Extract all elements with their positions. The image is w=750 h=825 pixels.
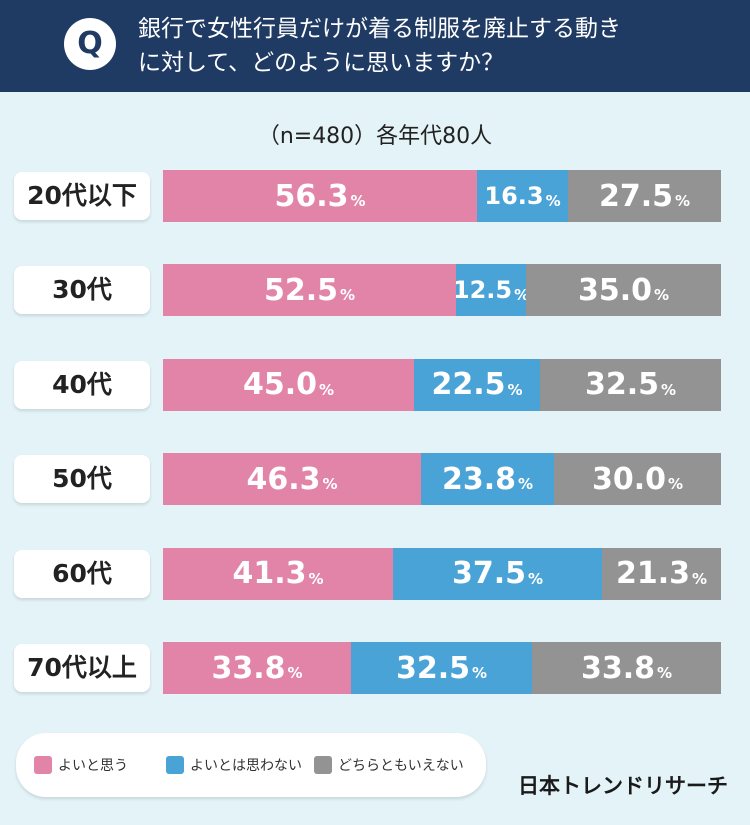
data-label: 33.8	[580, 650, 655, 686]
percent-sign: %	[287, 664, 303, 682]
brand-logo: 日本トレンドリサーチ	[518, 774, 728, 798]
percent-sign: %	[654, 286, 670, 305]
legend-swatch-neutral	[314, 756, 332, 774]
question-header: Q 銀行で女性行員だけが着る制服を廃止する動き に対して、どのように思いますか？	[0, 0, 750, 92]
percent-sign: %	[661, 380, 677, 399]
percent-sign: %	[319, 380, 335, 399]
data-label: 35.0	[577, 272, 652, 308]
bar-segment-neutral: 33.8%	[532, 642, 721, 694]
percent-sign: %	[528, 569, 544, 588]
legend-label-agree: よいと思う	[58, 758, 128, 774]
sample-size-note: （n=480）各年代80人	[257, 124, 493, 149]
bar-segment-agree: 46.3%	[163, 453, 421, 506]
bar-segment-disagree: 23.8%	[421, 453, 554, 506]
category-label: 60代	[14, 549, 150, 598]
question-text: 銀行で女性行員だけが着る制服を廃止する動き に対して、どのように思いますか？	[138, 12, 718, 80]
percent-sign: %	[518, 475, 534, 494]
legend-item-disagree: よいとは思わない	[166, 755, 302, 775]
bar-segment-agree: 52.5%	[163, 264, 456, 317]
chart-legend: よいと思う よいとは思わない どちらともいえない	[16, 733, 486, 797]
percent-sign: %	[657, 664, 673, 682]
category-label: 70代以上	[14, 644, 150, 692]
legend-item-agree: よいと思う	[34, 755, 128, 775]
bar-segment-disagree: 22.5%	[414, 358, 540, 411]
data-label: 22.5	[431, 367, 506, 403]
data-label: 52.5	[263, 272, 338, 308]
bar-segment-agree: 41.3%	[163, 547, 393, 600]
bar-segment-agree: 56.3%	[163, 170, 477, 222]
percent-sign: %	[472, 664, 488, 682]
bar-segment-neutral: 32.5%	[540, 358, 721, 411]
bar-segment-disagree: 32.5%	[351, 642, 532, 694]
data-label: 46.3	[246, 461, 321, 497]
percent-sign: %	[350, 192, 366, 210]
percent-sign: %	[675, 192, 691, 210]
bar-segment-neutral: 21.3%	[602, 547, 721, 600]
bar-segment-neutral: 27.5%	[568, 170, 721, 222]
legend-swatch-disagree	[166, 756, 184, 774]
legend-label-neutral: どちらともいえない	[338, 758, 464, 774]
bar-segment-neutral: 35.0%	[526, 264, 721, 317]
percent-sign: %	[514, 286, 526, 304]
data-label: 41.3	[232, 556, 307, 592]
percent-sign: %	[308, 569, 324, 588]
legend-swatch-agree	[34, 756, 52, 774]
bar-segment-disagree: 16.3%	[477, 170, 568, 222]
bar-segment-disagree: 37.5%	[393, 547, 602, 600]
percent-sign: %	[545, 192, 561, 210]
data-label: 37.5	[451, 556, 526, 592]
category-label: 40代	[14, 360, 150, 409]
percent-sign: %	[507, 380, 523, 399]
data-label: 12.5	[456, 276, 513, 305]
bar-segment-disagree: 12.5%	[456, 264, 526, 317]
question-badge: Q	[64, 18, 116, 70]
category-label: 50代	[14, 455, 150, 504]
bar-segment-agree: 33.8%	[163, 642, 351, 694]
percent-sign: %	[668, 475, 684, 494]
bar-segment-neutral: 30.0%	[554, 453, 721, 506]
data-label: 33.8	[211, 650, 286, 686]
legend-label-disagree: よいとは思わない	[190, 758, 302, 774]
data-label: 23.8	[441, 461, 516, 497]
category-label: 20代以下	[14, 172, 150, 220]
percent-sign: %	[322, 475, 338, 494]
legend-item-neutral: どちらともいえない	[314, 755, 464, 775]
data-label: 21.3	[615, 556, 690, 592]
question-line-2: に対して、どのように思いますか？	[138, 50, 505, 76]
data-label: 30.0	[591, 461, 666, 497]
category-label: 30代	[14, 266, 150, 315]
question-line-1: 銀行で女性行員だけが着る制服を廃止する動き	[138, 16, 621, 42]
data-label: 32.5	[584, 367, 659, 403]
data-label: 32.5	[395, 650, 470, 686]
data-label: 27.5	[598, 178, 673, 214]
data-label: 56.3	[274, 178, 349, 214]
bar-segment-agree: 45.0%	[163, 358, 414, 411]
percent-sign: %	[340, 286, 356, 305]
data-label: 16.3	[484, 182, 544, 210]
data-label: 45.0	[242, 367, 317, 403]
percent-sign: %	[692, 569, 708, 588]
